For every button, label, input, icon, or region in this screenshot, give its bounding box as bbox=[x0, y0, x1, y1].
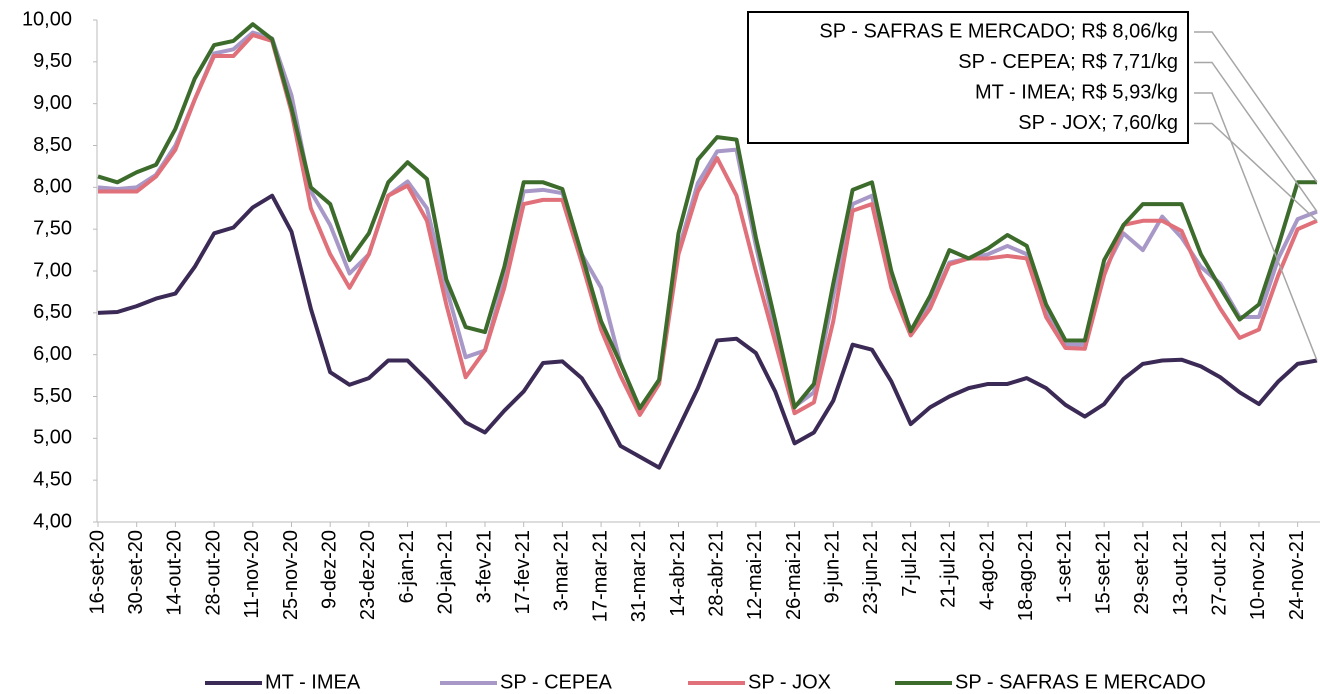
series-line bbox=[98, 33, 1318, 417]
x-tick-label: 26-mai-21 bbox=[783, 530, 805, 620]
x-tick-label: 21-jul-21 bbox=[938, 530, 960, 608]
x-tick-label: 28-abr-21 bbox=[705, 530, 727, 617]
y-tick-label: 4,00 bbox=[33, 510, 72, 532]
annotation-box bbox=[747, 11, 1189, 144]
leader-line bbox=[1194, 122, 1318, 222]
y-tick-label: 7,50 bbox=[33, 217, 72, 239]
x-tick-label: 28-out-20 bbox=[202, 530, 224, 616]
y-tick-label: 7,00 bbox=[33, 259, 72, 281]
y-tick-label: 8,00 bbox=[33, 176, 72, 198]
annotation: SP - SAFRAS E MERCADO; R$ 8,06/kg bbox=[819, 20, 1178, 42]
annotation: SP - JOX; 7,60/kg bbox=[1018, 112, 1178, 134]
x-tick-label: 18-ago-21 bbox=[1015, 530, 1037, 621]
legend-label: SP - CEPEA bbox=[500, 671, 613, 693]
x-tick-label: 1-set-21 bbox=[1054, 530, 1076, 603]
annotation: SP - CEPEA; R$ 7,71/kg bbox=[958, 51, 1178, 73]
x-tick-label: 23-jun-21 bbox=[860, 530, 882, 615]
y-tick-label: 5,00 bbox=[33, 427, 72, 449]
y-tick-label: 4,50 bbox=[33, 468, 72, 490]
x-tick-label: 25-nov-20 bbox=[280, 530, 302, 620]
x-tick-label: 10-nov-21 bbox=[1247, 530, 1269, 620]
x-tick-label: 9-jun-21 bbox=[822, 530, 844, 603]
x-tick-label: 15-set-21 bbox=[1092, 530, 1114, 615]
x-tick-label: 16-set-20 bbox=[86, 530, 108, 615]
y-tick-label: 10,00 bbox=[22, 8, 72, 30]
x-tick-label: 3-fev-21 bbox=[473, 530, 495, 603]
x-tick-label: 11-nov-20 bbox=[241, 530, 263, 619]
x-tick-label: 27-out-21 bbox=[1209, 530, 1231, 616]
x-tick-label: 14-out-20 bbox=[164, 530, 186, 616]
annotation: MT - IMEA; R$ 5,93/kg bbox=[975, 81, 1178, 103]
leader-line bbox=[1194, 92, 1318, 361]
x-tick-label: 7-jul-21 bbox=[899, 530, 921, 597]
x-tick-label: 6-jan-21 bbox=[396, 530, 418, 603]
y-tick-label: 5,50 bbox=[33, 385, 72, 407]
x-tick-label: 30-set-20 bbox=[125, 530, 147, 615]
x-tick-label: 12-mai-21 bbox=[744, 530, 766, 620]
y-tick-label: 8,50 bbox=[33, 134, 72, 156]
x-tick-label: 29-set-21 bbox=[1131, 530, 1153, 615]
x-tick-label: 3-mar-21 bbox=[551, 530, 573, 611]
x-tick-label: 14-abr-21 bbox=[667, 530, 689, 617]
leader-line bbox=[1194, 61, 1318, 213]
legend-label: MT - IMEA bbox=[265, 671, 361, 693]
x-tick-label: 20-jan-21 bbox=[435, 530, 457, 615]
series-line bbox=[97, 193, 1318, 470]
leader-line bbox=[1194, 31, 1318, 183]
x-tick-label: 24-nov-21 bbox=[1286, 530, 1308, 620]
x-tick-label: 13-out-21 bbox=[1170, 530, 1192, 616]
legend-label: SP - JOX bbox=[748, 671, 831, 693]
series-line bbox=[97, 22, 1317, 411]
x-tick-label: 4-ago-21 bbox=[976, 530, 998, 610]
x-tick-label: 23-dez-20 bbox=[357, 530, 379, 620]
y-tick-label: 6,00 bbox=[33, 343, 72, 365]
x-tick-label: 17-fev-21 bbox=[512, 530, 534, 615]
x-tick-label: 31-mar-21 bbox=[628, 530, 650, 622]
y-tick-label: 9,50 bbox=[33, 50, 72, 72]
y-tick-label: 9,00 bbox=[33, 92, 72, 114]
y-tick-label: 6,50 bbox=[33, 301, 72, 323]
x-tick-label: 17-mar-21 bbox=[589, 530, 611, 622]
x-tick-label: 9-dez-20 bbox=[318, 530, 340, 609]
legend-label: SP - SAFRAS E MERCADO bbox=[955, 671, 1206, 693]
